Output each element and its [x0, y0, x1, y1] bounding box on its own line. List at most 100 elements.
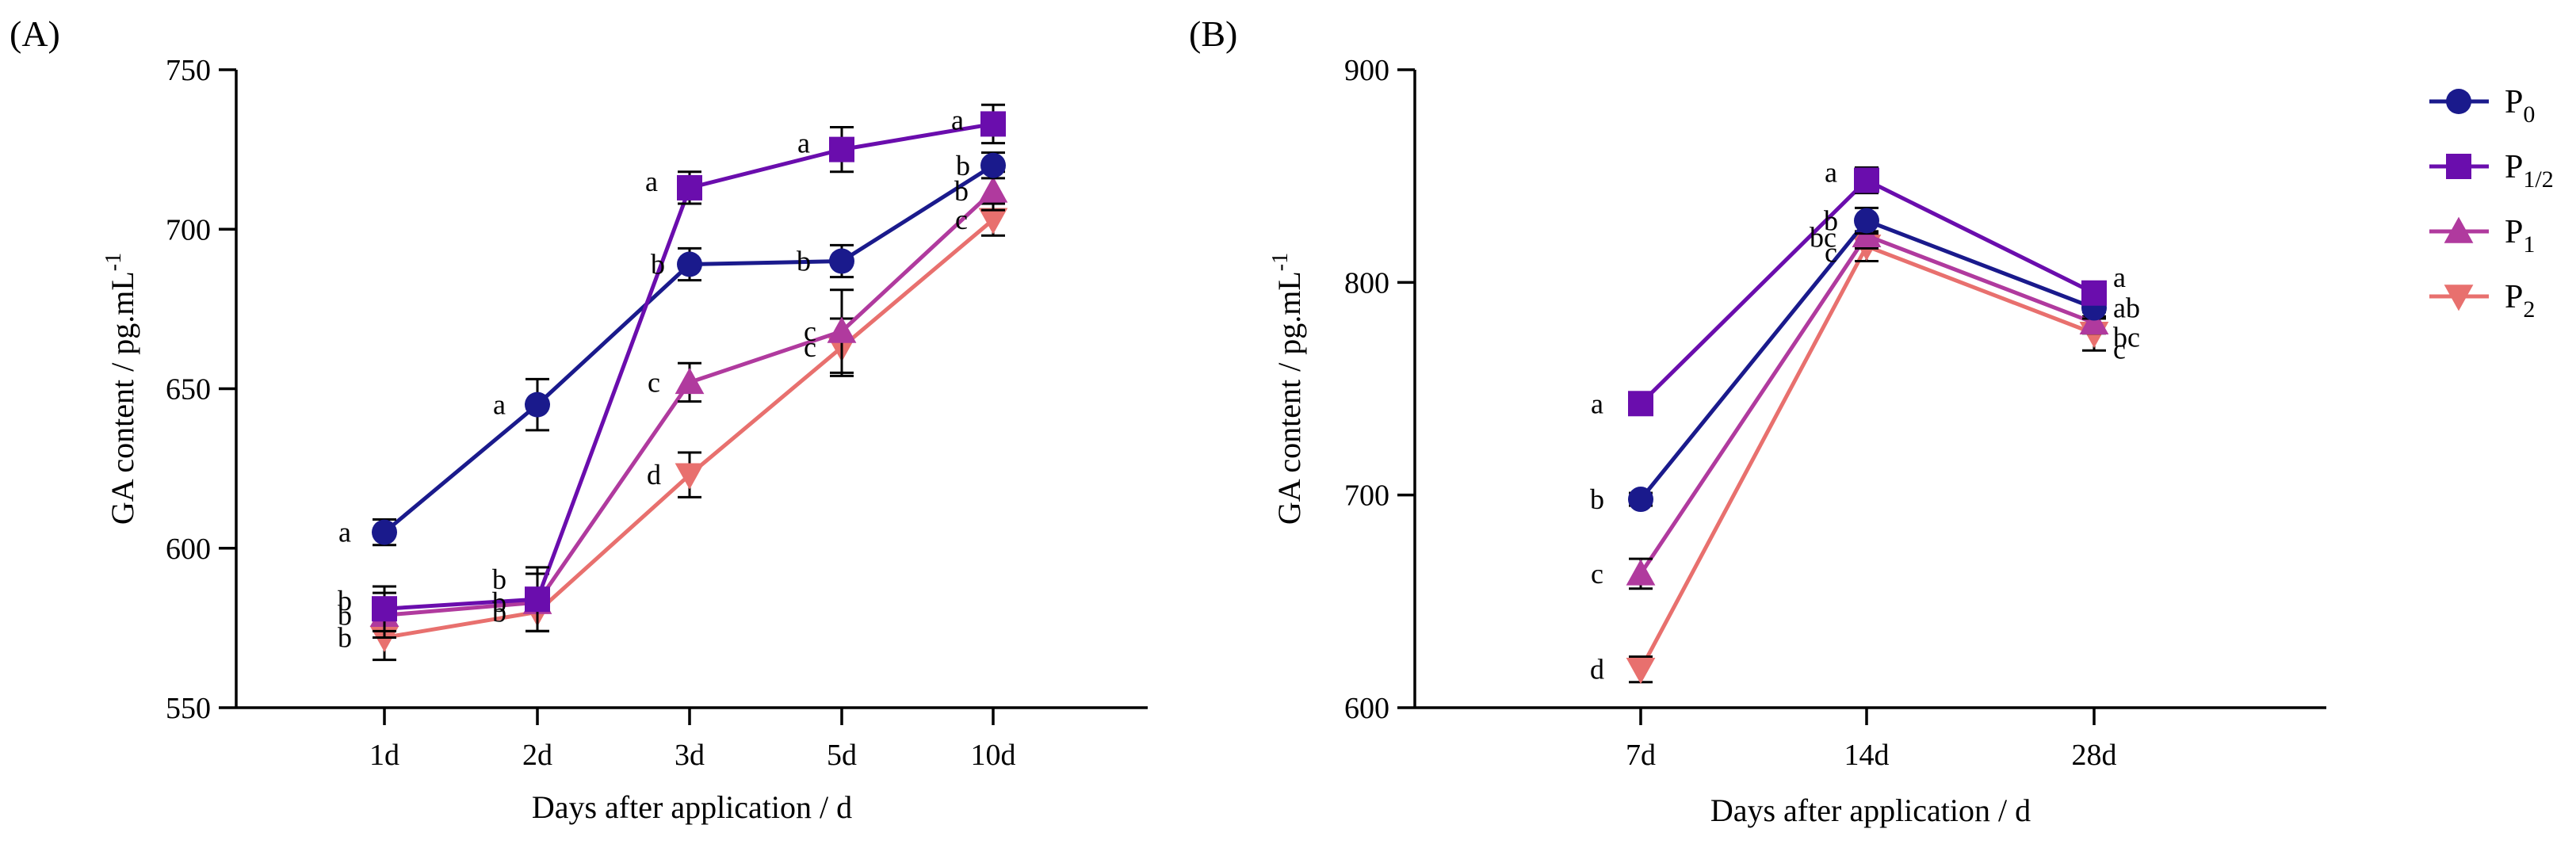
significance-letter: a: [493, 389, 506, 421]
significance-letter: a: [1591, 388, 1603, 419]
series-line: [1638, 233, 2095, 575]
data-point: [829, 248, 854, 274]
y-axis-title-text: GA content / pg.mL: [105, 271, 140, 525]
chart-panel-b: (B) 600 700 800 900 7d 14d 28d Days after applic…: [1189, 13, 2326, 828]
x-tick-label: 7d: [1626, 739, 1656, 772]
x-axis-title: Days after application / d: [1710, 792, 2031, 828]
series-line: [384, 218, 995, 640]
x-tick-label: 1d: [369, 739, 399, 772]
series-line: [1638, 244, 2095, 670]
significance-letter: c: [2113, 334, 2126, 365]
legend-label: P0: [2505, 84, 2535, 128]
y-tick-label: 650: [166, 373, 211, 407]
significance-letter: d: [647, 459, 661, 491]
data-point: [978, 176, 1008, 203]
data-point: [1854, 167, 1879, 193]
y-tick-label: 600: [1344, 692, 1389, 725]
data-point: [2079, 307, 2109, 335]
legend-marker: [2446, 154, 2471, 179]
data-point: [677, 251, 702, 277]
y-axis-title: GA content / pg.mL-1: [1268, 253, 1307, 525]
series-p12: [1628, 166, 2107, 417]
data-point: [1628, 391, 1653, 417]
series-p0: [372, 151, 1006, 547]
panel-label: (A): [10, 13, 60, 54]
data-point: [1626, 559, 1656, 586]
data-point: [675, 463, 705, 490]
data-point: [677, 174, 702, 200]
legend-label: P1/2: [2505, 149, 2554, 193]
significance-letter: bc: [1810, 221, 1836, 253]
chart-panel-a: (A) 550 600 650 700 750 1d 2d 3d 5d 10d Days after …: [10, 13, 1148, 825]
y-axis-title-sup: -1: [101, 253, 126, 271]
data-point: [827, 316, 857, 343]
data-point: [369, 625, 399, 652]
significance-letter: c: [1591, 558, 1603, 590]
data-point: [1628, 487, 1653, 513]
significance-letter: b: [1590, 483, 1604, 515]
x-tick-label: 14d: [1844, 739, 1890, 772]
legend-item-p2: P2: [2429, 279, 2535, 323]
legend-marker: [2444, 285, 2474, 311]
y-axis-title: GA content / pg.mL-1: [101, 253, 140, 525]
data-point: [372, 596, 397, 622]
series-line: [1639, 219, 2095, 501]
series-p1: [369, 170, 1008, 639]
y-tick-label: 750: [166, 54, 211, 87]
y-tick-label: 700: [166, 213, 211, 246]
data-point: [829, 136, 854, 162]
panel-label: (B): [1189, 13, 1237, 54]
significance-letter: a: [797, 128, 810, 159]
significance-letter: b: [492, 586, 506, 618]
legend-item-p0: P0: [2429, 84, 2535, 128]
legend-label-base: P: [2505, 279, 2523, 315]
significance-letter: c: [804, 315, 816, 347]
legend-label-sub: 1/2: [2523, 166, 2553, 193]
legend-label-base: P: [2505, 84, 2523, 120]
legend-label: P1: [2505, 214, 2535, 258]
data-point: [372, 519, 397, 545]
y-axis-title-sup: -1: [1268, 253, 1293, 271]
legend-marker: [2446, 89, 2471, 114]
significance-letter: bc: [2113, 321, 2140, 353]
data-point: [980, 111, 1006, 137]
significance-letter: d: [1590, 654, 1604, 686]
series-p12: [372, 103, 1006, 632]
y-tick-label: 600: [166, 533, 211, 566]
y-axis-title-text: GA content / pg.mL: [1271, 271, 1307, 525]
data-point: [525, 586, 550, 613]
x-axis-title: Days after application / d: [532, 789, 852, 825]
significance-letter: b: [954, 175, 969, 207]
x-tick-label: 2d: [522, 739, 552, 772]
y-tick-label: 800: [1344, 266, 1389, 300]
significance-letter: b: [651, 249, 665, 281]
series-p1: [1626, 220, 2109, 590]
significance-letter: a: [1825, 157, 1837, 189]
significance-letter: c: [804, 331, 816, 363]
y-tick-label: 900: [1344, 54, 1389, 87]
significance-letter: b: [338, 585, 352, 617]
significance-letter: a: [338, 517, 351, 548]
significance-letter: c: [648, 366, 660, 398]
significance-letter: ab: [2113, 292, 2140, 324]
x-tick-label: 3d: [675, 739, 705, 772]
y-tick-label: 550: [166, 692, 211, 725]
legend-label-sub: 0: [2523, 101, 2535, 128]
legend-item-p1: P1: [2429, 214, 2535, 258]
significance-letter: b: [956, 150, 970, 181]
significance-letter: a: [2113, 262, 2126, 293]
significance-letter: b: [338, 599, 352, 631]
data-point: [525, 391, 550, 418]
legend-marker: [2444, 216, 2474, 243]
significance-letter: b: [492, 596, 506, 628]
significance-letter: c: [955, 204, 968, 235]
legend-label-base: P: [2505, 149, 2523, 185]
significance-letter: b: [797, 246, 811, 277]
significance-letter: a: [645, 166, 658, 197]
significance-letter: c: [1825, 237, 1837, 269]
legend-item-p12: P1/2: [2429, 149, 2554, 193]
data-point: [675, 368, 705, 395]
x-tick-label: 28d: [2072, 739, 2117, 772]
